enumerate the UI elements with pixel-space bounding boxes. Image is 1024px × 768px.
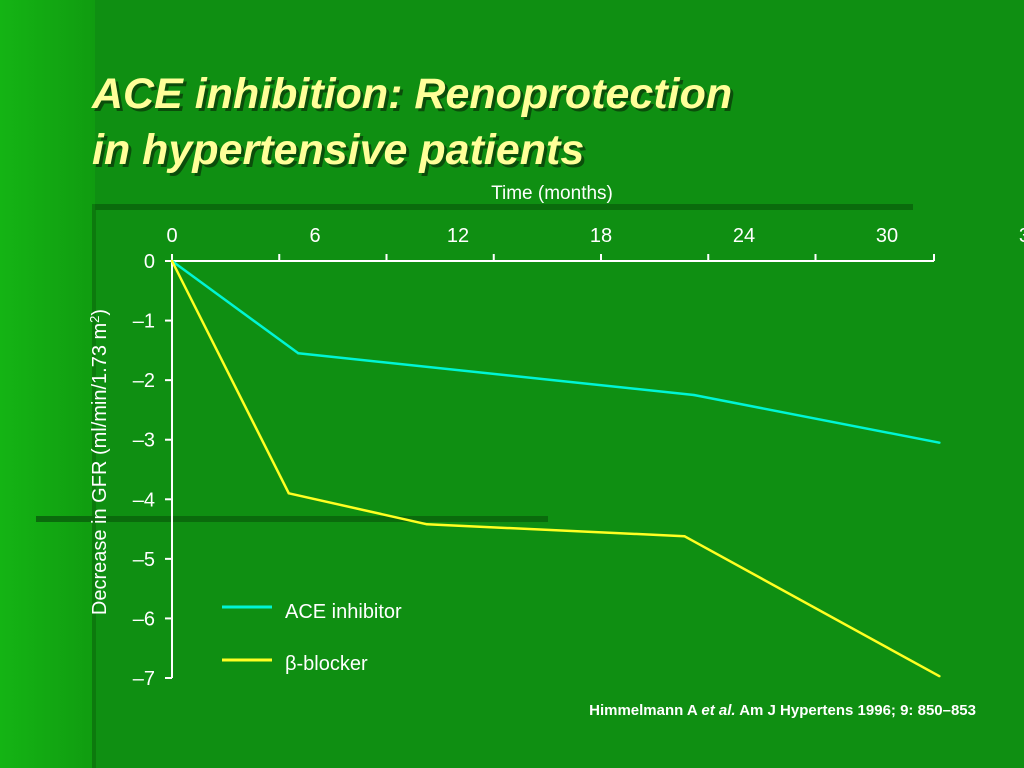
background-vertical-bar [92,204,96,768]
citation-etal: et al. [701,702,736,719]
background-left-panel [0,0,95,768]
series-0-point-3 [938,441,941,444]
series-1-point-1 [287,492,290,495]
background-middle-bar [36,516,548,522]
citation-reference: Am J Hypertens 1996; 9: 850–853 [739,702,976,719]
series-0-point-1 [297,352,300,355]
background-top-bar [95,204,913,210]
y-tick-label-3: –3 [133,430,155,452]
x-tick-label-18: 18 [590,225,612,247]
y-axis-title-superscript: 2 [87,316,102,323]
y-tick-label-1: –1 [133,311,155,333]
citation-author: Himmelmann A [589,702,698,719]
citation: Himmelmann A et al. Am J Hypertens 1996;… [589,702,976,719]
y-tick-label-2: –2 [133,370,155,392]
x-tick-label-12: 12 [447,225,469,247]
series-1-point-3 [683,535,686,538]
slide-title: ACE inhibition: Renoprotection in hypert… [92,66,992,178]
x-tick-label-36: 36 [1019,225,1024,247]
y-tick-label-6: –6 [133,608,155,630]
slide-title-line-2: in hypertensive patients [92,126,585,174]
series-0-point-2 [692,393,696,397]
x-tick-label-6: 6 [309,225,320,247]
y-ticks: 0 –1 –2 –3 –4 –5 –6 –7 [133,251,172,690]
series-1-point-2 [425,523,429,526]
series-1-point-4 [938,675,941,678]
x-tick-label-0: 0 [166,225,177,247]
x-tick-label-24: 24 [733,225,755,247]
legend-label-ace-inhibitor: ACE inhibitor [285,601,402,623]
y-axis-title: Decrease in GFR (ml/min/1.73 m2) [87,309,111,615]
x-axis-title: Time (months) [491,183,613,204]
x-tick-label-30: 30 [876,225,898,247]
series-lines [170,259,941,678]
series-1-point-0 [170,259,174,263]
series-line-0 [171,259,940,444]
y-tick-label-5: –5 [133,549,155,571]
y-axis-title-main: Decrease in GFR (ml/min/1.73 m [89,323,111,615]
y-axis-title-close: ) [89,309,111,316]
y-tick-label-7: –7 [133,668,155,690]
legend-label-beta-blocker: β-blocker [285,653,368,675]
slide-title-line-1: ACE inhibition: Renoprotection [92,70,733,118]
legend: ACE inhibitor β-blocker [222,601,402,675]
x-ticks: 0 6 12 18 24 30 36 [166,225,1024,261]
y-tick-label-0: 0 [144,251,155,273]
y-tick-label-4: –4 [133,489,155,511]
